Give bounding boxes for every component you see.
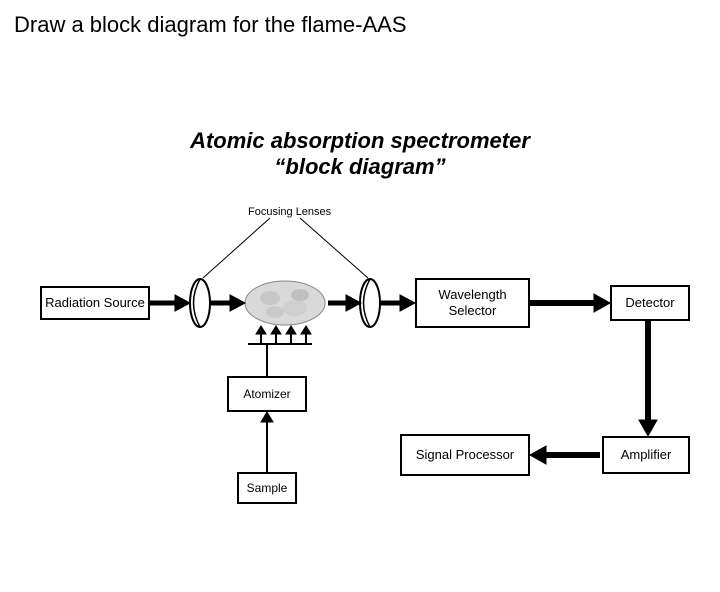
sample-block: Sample: [237, 472, 297, 504]
diagram-title-line2: “block diagram”: [0, 154, 720, 180]
detector-block: Detector: [610, 285, 690, 321]
flame-cloud-icon: [245, 281, 325, 325]
radiation-source-block: Radiation Source: [40, 286, 150, 320]
question-text: Draw a block diagram for the flame-AAS: [14, 12, 407, 38]
wavelength-selector-block: Wavelength Selector: [415, 278, 530, 328]
atomizer-block: Atomizer: [227, 376, 307, 412]
diagram-title-line1: Atomic absorption spectrometer: [0, 128, 720, 154]
focusing-lenses-label: Focusing Lenses: [248, 206, 331, 218]
amplifier-block: Amplifier: [602, 436, 690, 474]
flame-input-arrows: [256, 326, 311, 344]
lens-icon: [190, 279, 210, 327]
signal-processor-block: Signal Processor: [400, 434, 530, 476]
lens-icon: [360, 279, 380, 327]
